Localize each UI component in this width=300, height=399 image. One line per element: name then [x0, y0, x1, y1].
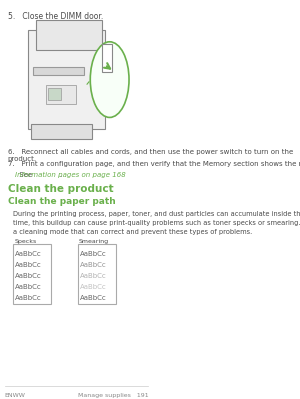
Text: AaBbCc: AaBbCc	[15, 294, 42, 300]
Text: During the printing process, paper, toner, and dust particles can accumulate ins: During the printing process, paper, tone…	[13, 211, 300, 217]
Text: .: .	[60, 172, 62, 178]
Text: AaBbCc: AaBbCc	[80, 284, 107, 290]
Text: AaBbCc: AaBbCc	[15, 262, 42, 268]
Text: See: See	[8, 172, 34, 178]
Text: ENWW: ENWW	[4, 393, 25, 398]
Text: AaBbCc: AaBbCc	[80, 262, 107, 268]
Bar	[48, 87, 61, 99]
Bar	[102, 44, 112, 72]
Text: AaBbCc: AaBbCc	[80, 273, 107, 279]
Circle shape	[90, 42, 129, 117]
Text: time, this buildup can cause print-quality problems such as toner specks or smea: time, this buildup can cause print-quali…	[13, 220, 300, 226]
Bar	[36, 20, 102, 50]
Text: AaBbCc: AaBbCc	[15, 251, 42, 257]
Text: 5.   Close the DIMM door.: 5. Close the DIMM door.	[8, 12, 103, 21]
Bar	[46, 85, 76, 105]
Text: AaBbCc: AaBbCc	[15, 284, 42, 290]
Text: Specks: Specks	[14, 239, 37, 244]
Bar	[31, 124, 92, 139]
Text: Information pages on page 168: Information pages on page 168	[15, 172, 126, 178]
Bar	[28, 30, 104, 129]
Text: 7.   Print a configuration page, and then verify that the Memory section shows t: 7. Print a configuration page, and then …	[8, 161, 300, 167]
Text: Smearing: Smearing	[79, 239, 109, 244]
Text: AaBbCc: AaBbCc	[80, 251, 107, 257]
Text: Manage supplies   191: Manage supplies 191	[78, 393, 149, 398]
Text: AaBbCc: AaBbCc	[80, 294, 107, 300]
FancyBboxPatch shape	[77, 244, 116, 304]
Bar	[33, 67, 84, 75]
Text: a cleaning mode that can correct and prevent these types of problems.: a cleaning mode that can correct and pre…	[13, 229, 252, 235]
Text: 6.   Reconnect all cables and cords, and then use the power switch to turn on th: 6. Reconnect all cables and cords, and t…	[8, 149, 293, 162]
FancyBboxPatch shape	[13, 244, 51, 304]
Text: Clean the product: Clean the product	[8, 184, 113, 194]
Text: AaBbCc: AaBbCc	[15, 273, 42, 279]
Text: Clean the paper path: Clean the paper path	[8, 197, 115, 206]
